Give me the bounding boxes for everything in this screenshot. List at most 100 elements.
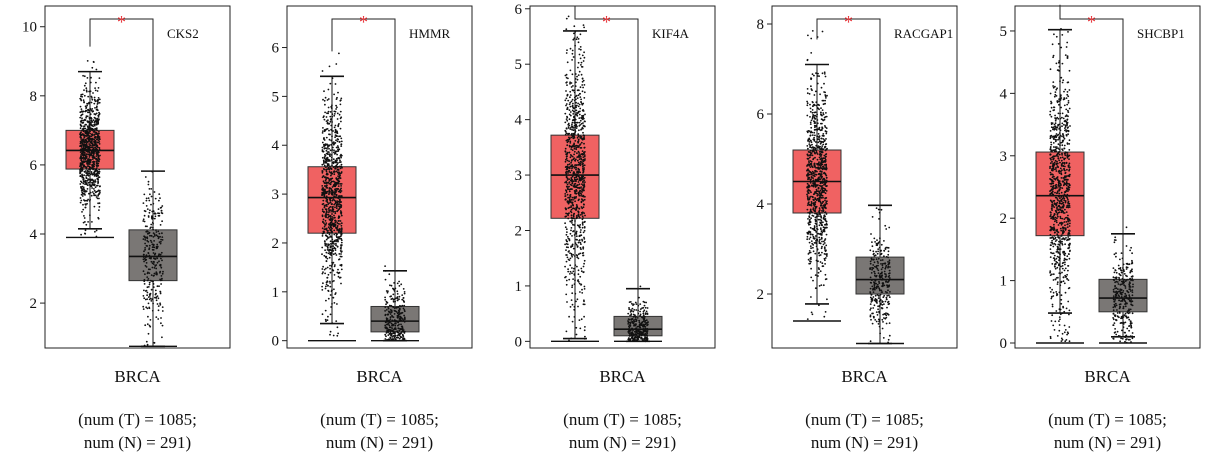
data-point	[873, 258, 875, 261]
data-point	[884, 275, 887, 278]
data-point	[824, 102, 826, 105]
data-point	[146, 307, 149, 310]
data-point	[143, 280, 146, 283]
data-point	[153, 240, 156, 242]
data-point	[568, 239, 571, 242]
data-point	[325, 214, 327, 217]
data-point	[577, 111, 579, 114]
data-point	[642, 316, 644, 319]
data-point	[89, 108, 92, 111]
data-point	[567, 99, 570, 102]
data-point	[402, 307, 405, 310]
data-point	[564, 160, 567, 163]
data-point	[583, 120, 586, 123]
data-point	[144, 264, 147, 267]
data-point	[572, 247, 575, 250]
data-point	[93, 121, 96, 124]
data-point	[161, 205, 164, 207]
data-point	[571, 180, 573, 183]
data-point	[809, 209, 812, 212]
data-point	[825, 244, 828, 247]
data-point	[329, 229, 332, 232]
data-point	[811, 214, 814, 217]
data-point	[583, 179, 585, 182]
data-point	[579, 164, 582, 167]
data-point	[871, 279, 873, 281]
data-point	[824, 223, 826, 226]
data-point	[341, 166, 343, 169]
data-point	[337, 181, 339, 184]
data-point	[820, 176, 823, 179]
data-point	[888, 334, 891, 337]
data-point	[825, 201, 827, 204]
data-point	[565, 260, 568, 263]
data-point	[825, 148, 828, 151]
data-point	[580, 283, 583, 286]
data-point	[821, 134, 824, 137]
data-point	[80, 99, 83, 102]
data-point	[82, 153, 85, 156]
data-point	[92, 192, 95, 195]
data-point	[324, 158, 327, 161]
data-point	[82, 74, 84, 77]
data-point	[565, 103, 568, 105]
data-point	[572, 129, 575, 132]
data-point	[340, 171, 343, 173]
data-point	[576, 97, 579, 99]
data-point	[818, 75, 820, 77]
data-point	[807, 218, 809, 220]
data-point	[87, 174, 90, 177]
data-point	[634, 333, 636, 336]
data-point	[86, 120, 89, 123]
data-point	[646, 330, 648, 333]
data-point	[576, 78, 579, 81]
data-point	[340, 241, 343, 244]
data-point	[571, 320, 574, 323]
data-point	[815, 101, 818, 104]
data-point	[883, 294, 886, 297]
data-point	[79, 170, 81, 172]
data-point	[823, 239, 826, 242]
data-point	[568, 151, 571, 154]
data-point	[337, 175, 339, 178]
data-point	[818, 126, 821, 129]
data-point	[332, 198, 335, 201]
data-point	[577, 213, 580, 216]
data-point	[571, 104, 574, 107]
plot-frame	[1014, 5, 1201, 349]
data-point	[336, 233, 338, 236]
data-point	[97, 153, 99, 155]
data-point	[93, 189, 96, 192]
data-point	[810, 178, 812, 181]
data-point	[581, 288, 583, 291]
data-point	[324, 243, 327, 246]
data-point	[571, 128, 573, 131]
data-point	[91, 137, 94, 140]
data-point	[401, 294, 404, 296]
data-point	[79, 201, 82, 204]
data-point	[820, 247, 823, 250]
data-point	[88, 184, 91, 186]
y-tick-label: 5	[272, 89, 280, 105]
data-point	[570, 86, 573, 88]
data-point	[328, 179, 331, 182]
data-point	[325, 238, 328, 241]
data-point	[335, 170, 338, 173]
data-point	[83, 141, 86, 144]
data-point	[330, 168, 333, 171]
data-point	[570, 216, 573, 219]
data-point	[885, 322, 888, 325]
data-point	[807, 173, 810, 176]
data-point	[815, 231, 817, 233]
data-point	[339, 255, 342, 258]
data-point	[146, 298, 149, 300]
data-point	[97, 157, 100, 160]
data-point	[631, 327, 633, 330]
data-point	[95, 152, 98, 155]
data-point	[326, 201, 329, 204]
data-point	[811, 30, 814, 32]
data-point	[397, 305, 400, 308]
data-point	[884, 273, 886, 275]
data-point	[815, 259, 818, 262]
